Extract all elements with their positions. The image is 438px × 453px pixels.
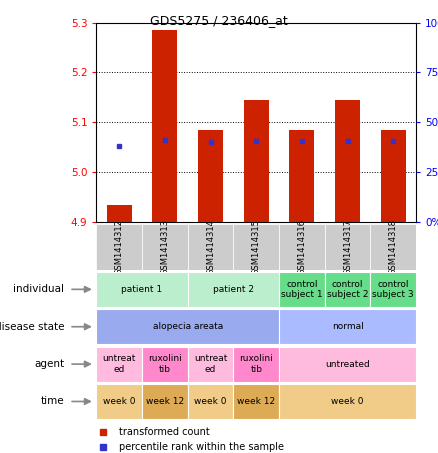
Text: percentile rank within the sample: percentile rank within the sample bbox=[119, 442, 284, 452]
Text: individual: individual bbox=[14, 284, 64, 294]
Text: normal: normal bbox=[332, 322, 364, 331]
Text: GDS5275 / 236406_at: GDS5275 / 236406_at bbox=[150, 14, 288, 27]
Bar bbox=[188, 224, 233, 270]
Text: untreated: untreated bbox=[325, 360, 370, 369]
Bar bbox=[381, 130, 406, 222]
Bar bbox=[188, 347, 233, 381]
Bar bbox=[96, 272, 188, 307]
Text: alopecia areata: alopecia areata bbox=[152, 322, 223, 331]
Text: GSM1414313: GSM1414313 bbox=[160, 219, 170, 275]
Text: week 12: week 12 bbox=[146, 397, 184, 406]
Bar bbox=[96, 384, 142, 419]
Text: GSM1414315: GSM1414315 bbox=[252, 219, 261, 275]
Bar bbox=[290, 130, 314, 222]
Bar bbox=[188, 384, 233, 419]
Bar bbox=[198, 130, 223, 222]
Bar bbox=[152, 30, 177, 222]
Text: control
subject 2: control subject 2 bbox=[327, 280, 368, 299]
Bar bbox=[279, 224, 325, 270]
Text: week 0: week 0 bbox=[194, 397, 227, 406]
Text: transformed count: transformed count bbox=[119, 427, 209, 437]
Text: control
subject 1: control subject 1 bbox=[281, 280, 323, 299]
Bar bbox=[371, 224, 416, 270]
Bar bbox=[142, 224, 188, 270]
Bar bbox=[233, 224, 279, 270]
Bar bbox=[279, 309, 416, 344]
Text: agent: agent bbox=[34, 359, 64, 369]
Text: GSM1414314: GSM1414314 bbox=[206, 219, 215, 275]
Text: time: time bbox=[41, 396, 64, 406]
Text: GSM1414317: GSM1414317 bbox=[343, 219, 352, 275]
Bar bbox=[325, 272, 371, 307]
Bar bbox=[279, 384, 416, 419]
Text: GSM1414318: GSM1414318 bbox=[389, 219, 398, 275]
Bar bbox=[371, 272, 416, 307]
Bar bbox=[96, 309, 279, 344]
Bar bbox=[325, 224, 371, 270]
Text: untreat
ed: untreat ed bbox=[194, 354, 227, 374]
Text: control
subject 3: control subject 3 bbox=[372, 280, 414, 299]
Bar bbox=[142, 347, 188, 381]
Text: ruxolini
tib: ruxolini tib bbox=[239, 354, 273, 374]
Text: GSM1414316: GSM1414316 bbox=[297, 219, 307, 275]
Bar bbox=[233, 384, 279, 419]
Bar bbox=[188, 272, 279, 307]
Bar bbox=[106, 205, 132, 222]
Text: untreat
ed: untreat ed bbox=[102, 354, 136, 374]
Text: ruxolini
tib: ruxolini tib bbox=[148, 354, 182, 374]
Text: GSM1414312: GSM1414312 bbox=[115, 219, 124, 275]
Text: week 0: week 0 bbox=[103, 397, 135, 406]
Text: patient 2: patient 2 bbox=[213, 285, 254, 294]
Bar bbox=[96, 347, 142, 381]
Bar bbox=[279, 272, 325, 307]
Text: disease state: disease state bbox=[0, 322, 64, 332]
Bar bbox=[142, 384, 188, 419]
Bar bbox=[233, 347, 279, 381]
Text: patient 1: patient 1 bbox=[121, 285, 162, 294]
Text: week 0: week 0 bbox=[331, 397, 364, 406]
Text: week 12: week 12 bbox=[237, 397, 276, 406]
Bar bbox=[244, 100, 269, 222]
Bar bbox=[96, 224, 142, 270]
Bar bbox=[279, 347, 416, 381]
Bar bbox=[335, 100, 360, 222]
